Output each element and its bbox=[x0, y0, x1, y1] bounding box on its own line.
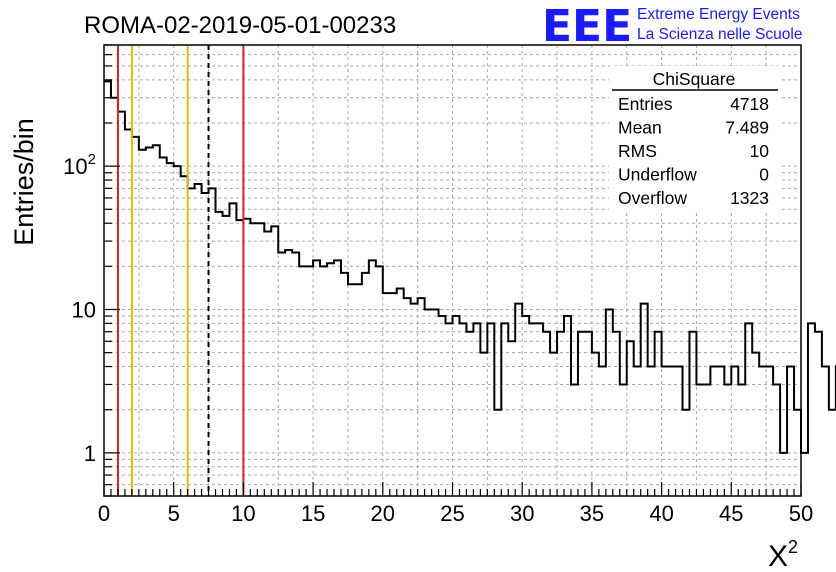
y-tick-label: 102 bbox=[63, 151, 96, 179]
x-axis-label-superscript: 2 bbox=[788, 537, 798, 557]
stats-label: Overflow bbox=[618, 188, 687, 208]
stats-value: 10 bbox=[750, 141, 770, 161]
y-tick-base: 10 bbox=[63, 154, 87, 179]
stats-title: ChiSquare bbox=[653, 69, 736, 89]
stats-rows: Entries 4718 Mean 7.489 RMS 10 Underflow 0 Overf… bbox=[618, 94, 769, 208]
x-tick-label: 25 bbox=[440, 501, 464, 526]
x-tick-label: 30 bbox=[510, 501, 534, 526]
histogram bbox=[104, 80, 836, 454]
histogram-step-line bbox=[104, 80, 836, 454]
stats-label: Entries bbox=[618, 94, 673, 114]
y-tick-label: 1 bbox=[84, 441, 96, 466]
logo-line-2: La Scienza nelle Scuole bbox=[637, 26, 802, 43]
stats-label: RMS bbox=[618, 141, 657, 161]
logo-line-1: Extreme Energy Events bbox=[637, 6, 800, 23]
x-tick-label: 50 bbox=[789, 501, 813, 526]
x-tick-label: 0 bbox=[98, 501, 110, 526]
x-tick-label: 35 bbox=[580, 501, 604, 526]
stats-value: 0 bbox=[759, 165, 769, 185]
x-axis-label-main: X bbox=[768, 540, 788, 572]
x-tick-label: 40 bbox=[649, 501, 673, 526]
eee-logo: EEE bbox=[542, 1, 632, 52]
stats-value: 1323 bbox=[730, 188, 769, 208]
stats-box: ChiSquare Entries 4718 Mean 7.489 RMS 10 Under… bbox=[609, 66, 781, 210]
stats-label: Mean bbox=[618, 118, 662, 138]
stats-value: 4718 bbox=[730, 94, 769, 114]
y-tick-label: 10 bbox=[72, 297, 96, 322]
y-axis-label: Entries/bin bbox=[9, 118, 39, 246]
stats-label: Underflow bbox=[618, 165, 697, 185]
x-axis-label: X2 bbox=[768, 537, 798, 572]
y-tick-exponent: 2 bbox=[88, 151, 96, 168]
x-tick-label: 10 bbox=[231, 501, 255, 526]
run-title: ROMA-02-2019-05-01-00233 bbox=[84, 12, 396, 39]
x-tick-label: 5 bbox=[168, 501, 180, 526]
x-tick-label: 15 bbox=[301, 501, 325, 526]
stats-value: 7.489 bbox=[725, 118, 769, 138]
x-tick-label: 20 bbox=[371, 501, 395, 526]
x-tick-label: 45 bbox=[719, 501, 743, 526]
grid-lines bbox=[104, 45, 801, 496]
cut-lines bbox=[116, 45, 245, 496]
